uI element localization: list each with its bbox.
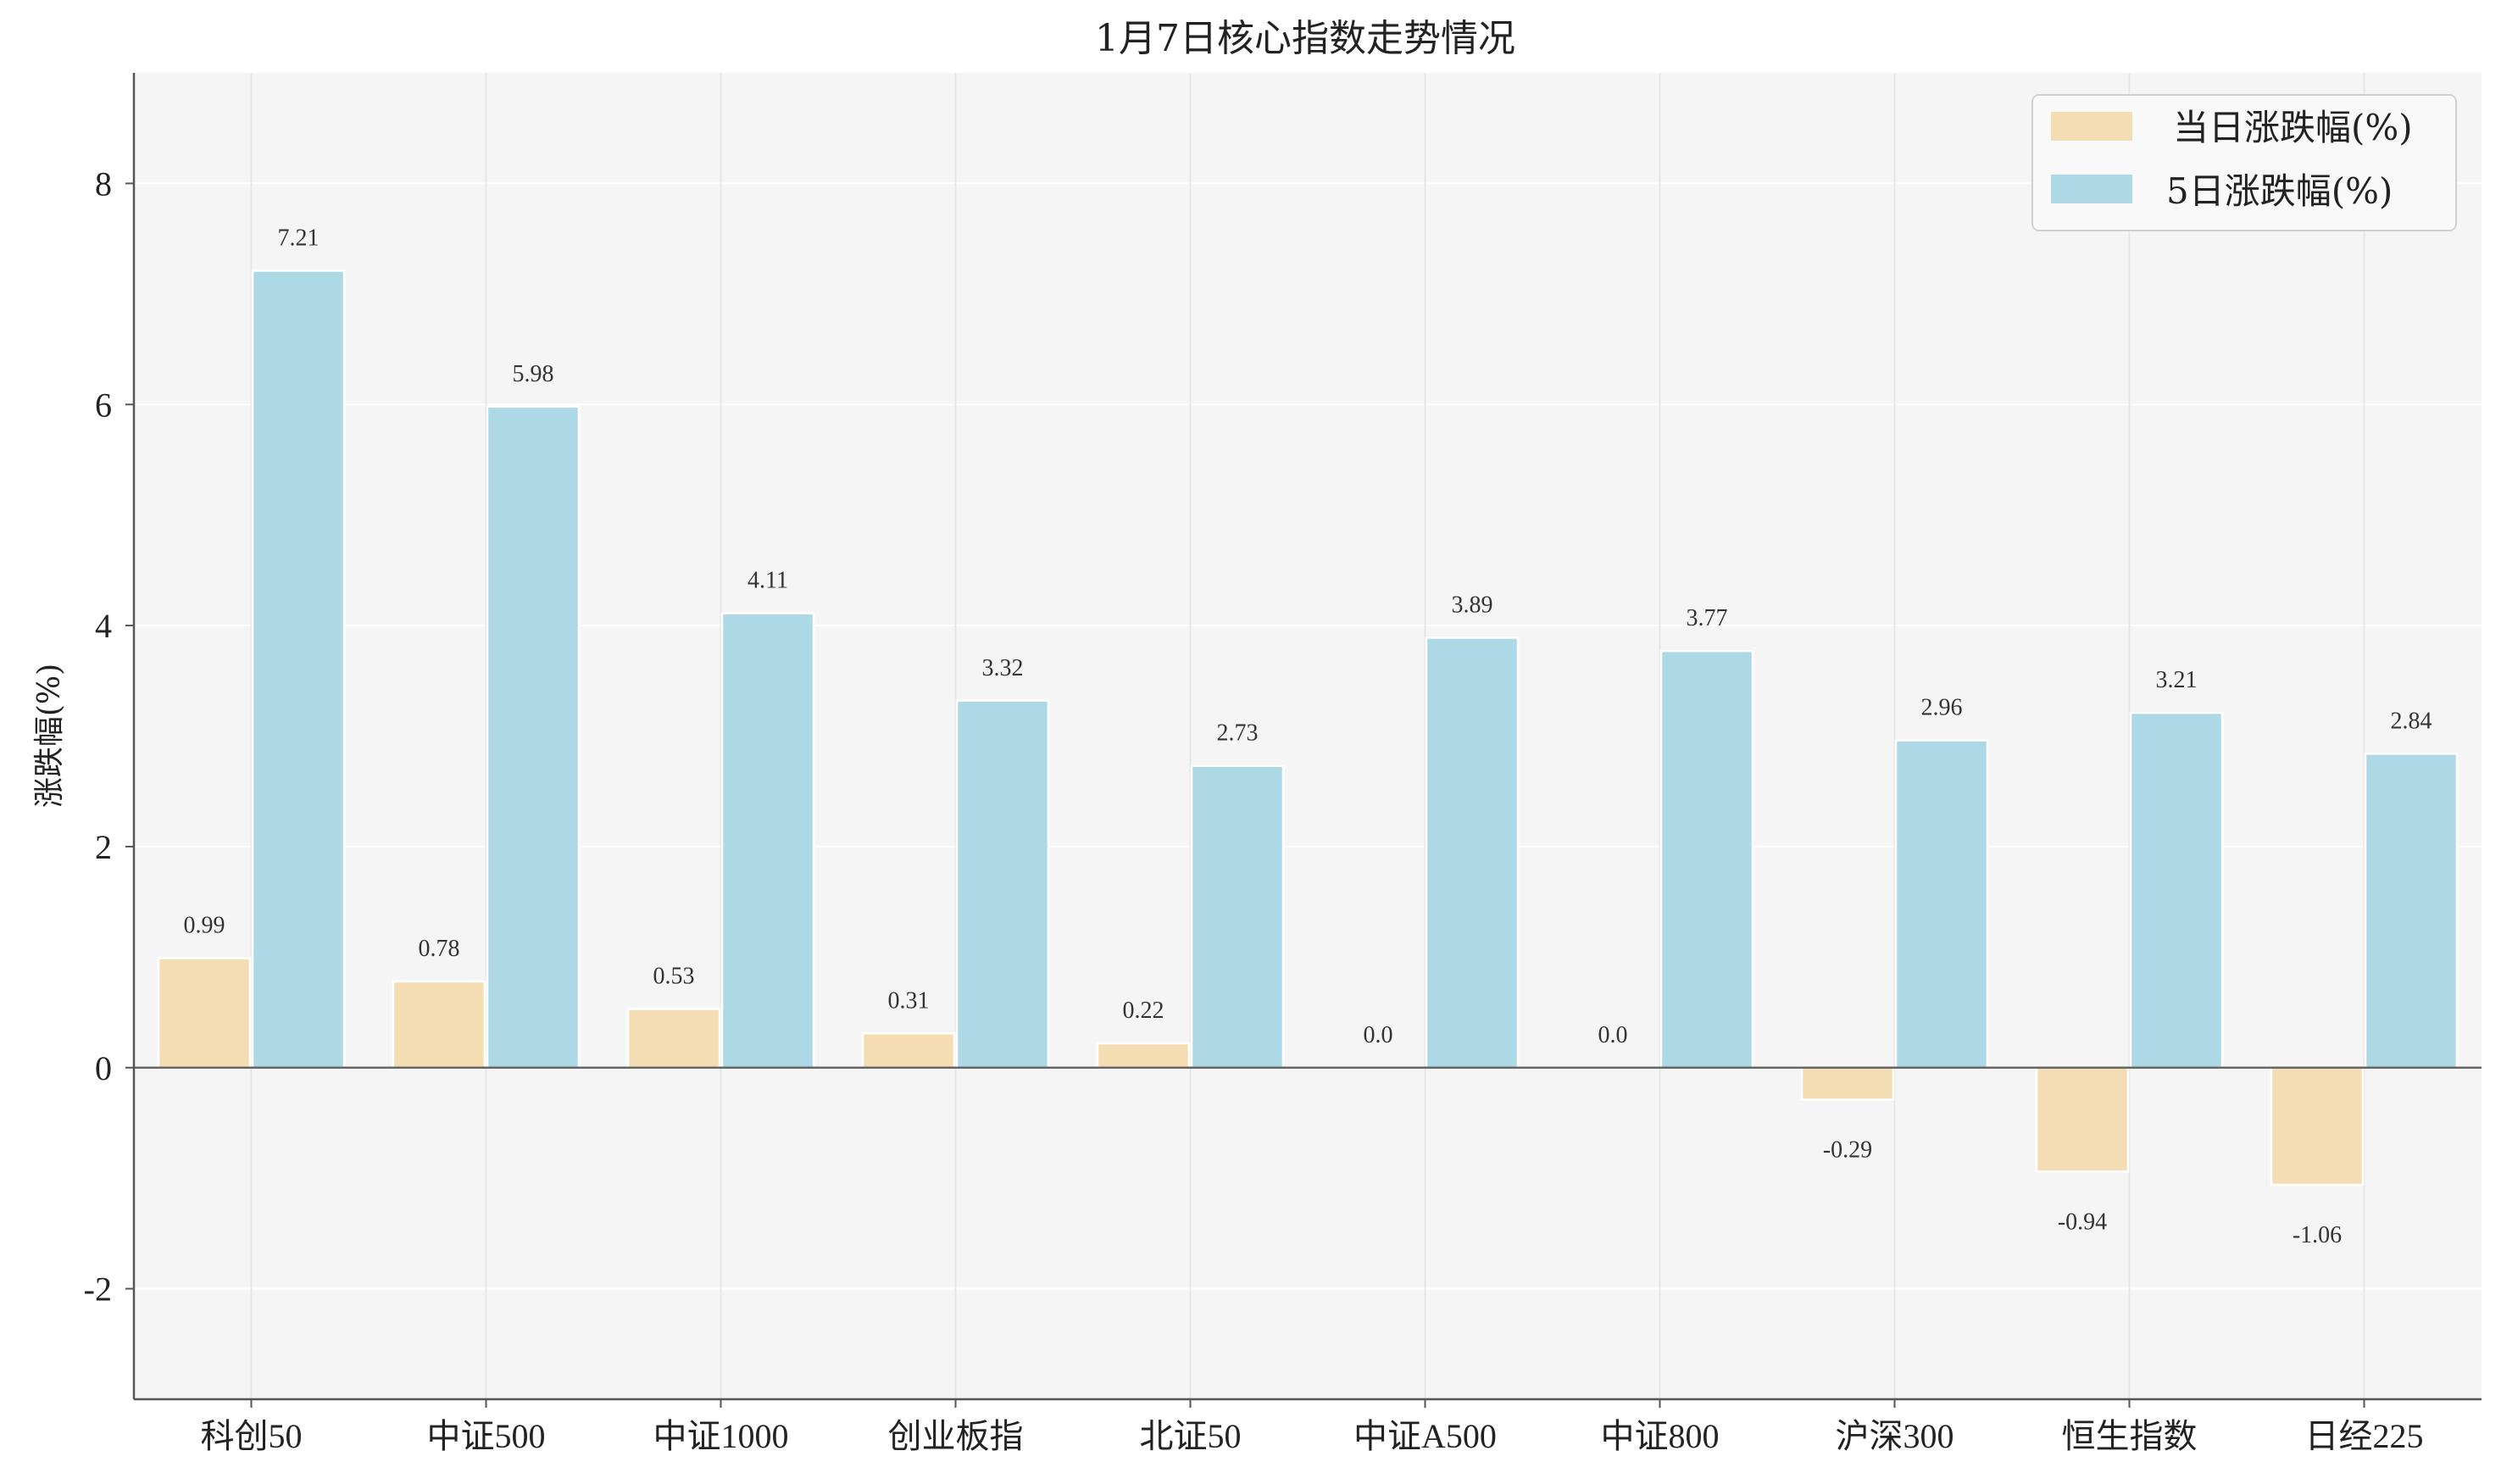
bar-5day-change bbox=[1894, 739, 1989, 1069]
bar-value-label: 0.53 bbox=[653, 964, 695, 990]
bar-value-label: 3.89 bbox=[1452, 592, 1493, 618]
y-tick-label: 0 bbox=[95, 1049, 112, 1087]
legend-label-5day: 5日涨跌幅(%) bbox=[2166, 170, 2393, 212]
legend-box bbox=[2031, 94, 2457, 231]
chart-title: 1月7日核心指数走势情况 bbox=[1095, 17, 1515, 60]
y-ticks: -2 0 2 4 6 8 bbox=[84, 164, 134, 1309]
x-tick-label: 恒生指数 bbox=[2062, 1417, 2198, 1455]
bar-value-label: 7.21 bbox=[278, 225, 320, 251]
bar-5day-change bbox=[955, 699, 1050, 1069]
x-tick-label: 中证800 bbox=[1601, 1417, 1720, 1455]
x-tick-label: 中证1000 bbox=[653, 1417, 789, 1455]
bar-daily-change bbox=[626, 1008, 721, 1069]
bar-5day-change bbox=[1425, 636, 1520, 1069]
x-tick-label: 北证50 bbox=[1140, 1417, 1242, 1455]
legend-label-daily: 当日涨跌幅(%) bbox=[2173, 107, 2413, 148]
bar-daily-change bbox=[861, 1032, 956, 1069]
x-tick-label: 沪深300 bbox=[1836, 1417, 1954, 1455]
bar-value-label: 0.31 bbox=[888, 987, 930, 1014]
bar-value-label: 0.0 bbox=[1364, 1022, 1393, 1048]
y-tick-label: -2 bbox=[84, 1270, 112, 1309]
bar-value-label: 3.77 bbox=[1687, 605, 1728, 631]
y-tick-label: 4 bbox=[95, 607, 112, 645]
y-tick-label: 2 bbox=[95, 828, 112, 866]
bar-value-label: 0.99 bbox=[184, 913, 225, 939]
legend-swatch-5day bbox=[2051, 175, 2132, 203]
bars bbox=[134, 270, 2482, 1187]
bar-5day-change bbox=[2364, 753, 2459, 1069]
x-tick-label: 创业板指 bbox=[888, 1417, 1024, 1455]
bar-value-label: -0.94 bbox=[2058, 1209, 2107, 1235]
data-labels: 0.99 0.78 0.53 0.31 0.22 0.0 0.0 -0.29 -0.94 -1.0… bbox=[184, 225, 2432, 1248]
bar-daily-change bbox=[157, 957, 252, 1069]
bar-value-label: 4.11 bbox=[748, 568, 788, 594]
bar-value-label: 0.0 bbox=[1598, 1022, 1628, 1048]
bar-value-label: 0.22 bbox=[1123, 998, 1164, 1024]
y-tick-label: 8 bbox=[95, 164, 112, 203]
bar-daily-change bbox=[392, 980, 486, 1070]
y-axis-label: 涨跌幅(%) bbox=[32, 664, 67, 808]
bar-daily-change bbox=[1800, 1066, 1895, 1101]
bar-5day-change bbox=[2129, 711, 2224, 1069]
legend-swatch-daily bbox=[2051, 112, 2132, 141]
bar-value-label: 2.73 bbox=[1217, 720, 1259, 747]
bar-value-label: 2.96 bbox=[1921, 695, 1963, 721]
bar-value-label: -0.29 bbox=[1823, 1137, 1872, 1164]
bar-value-label: 3.32 bbox=[982, 655, 1024, 681]
bar-5day-change bbox=[486, 405, 581, 1069]
x-tick-label: 中证500 bbox=[427, 1417, 546, 1455]
x-tick-label: 中证A500 bbox=[1353, 1417, 1497, 1455]
bar-value-label: 5.98 bbox=[513, 361, 554, 387]
bar-value-label: 0.78 bbox=[419, 936, 460, 962]
bar-value-label: -1.06 bbox=[2293, 1222, 2342, 1248]
x-tick-label: 日经225 bbox=[2305, 1417, 2424, 1455]
y-tick-label: 6 bbox=[95, 386, 112, 424]
axes bbox=[132, 73, 2482, 1401]
bar-5day-change bbox=[1659, 649, 1754, 1069]
bar-daily-change bbox=[2035, 1066, 2130, 1173]
bar-value-label: 3.21 bbox=[2156, 667, 2198, 693]
bar-value-label: 2.84 bbox=[2391, 708, 2432, 734]
legend: 当日涨跌幅(%) 5日涨跌幅(%) bbox=[2031, 94, 2457, 231]
bar-daily-change bbox=[1096, 1042, 1191, 1070]
x-ticks: 科创50 中证500 中证1000 创业板指 北证50 中证A500 中证800 沪深300 恒… bbox=[201, 1399, 2424, 1455]
bar-daily-change bbox=[2270, 1066, 2365, 1187]
bar-5day-change bbox=[1190, 764, 1285, 1070]
x-tick-label: 科创50 bbox=[201, 1417, 303, 1455]
bar-5day-change bbox=[251, 270, 346, 1069]
bar-5day-change bbox=[720, 612, 815, 1069]
